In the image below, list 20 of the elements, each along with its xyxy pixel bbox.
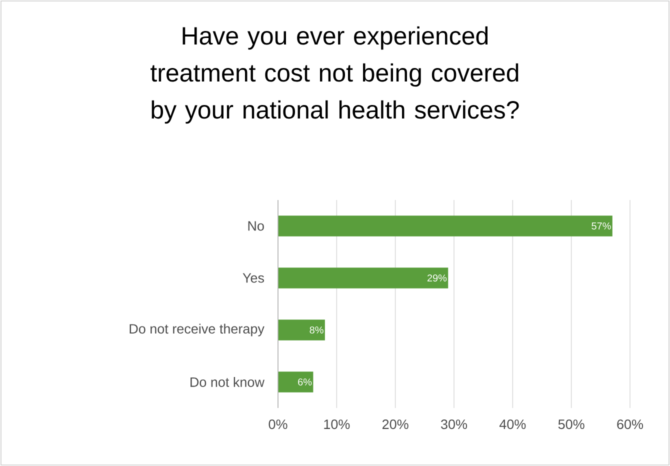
data-label: 57% — [592, 222, 611, 230]
y-tick-label: No — [248, 221, 264, 231]
bar — [278, 372, 314, 392]
x-tick-label: 60% — [617, 420, 644, 430]
x-tick-label: 40% — [499, 420, 526, 430]
chart-title: Have you ever experienced treatment cost not being covered by your national health services? — [150, 26, 519, 124]
x-tick-label: 10% — [324, 420, 350, 430]
x-tick-label: 30% — [441, 420, 468, 430]
bar — [278, 320, 325, 340]
bar — [278, 268, 448, 288]
y-tick-label: Do not know — [190, 377, 264, 387]
bar — [278, 216, 612, 236]
x-tick-label: 20% — [382, 420, 408, 430]
data-label: 6% — [298, 378, 312, 386]
data-label: 8% — [310, 326, 324, 334]
data-label: 29% — [427, 274, 447, 282]
y-tick-label: Do not receive therapy — [130, 324, 264, 336]
y-tick-label: Yes — [242, 273, 264, 283]
x-tick-label: 50% — [558, 420, 584, 430]
x-tick-label: 0% — [268, 420, 288, 430]
